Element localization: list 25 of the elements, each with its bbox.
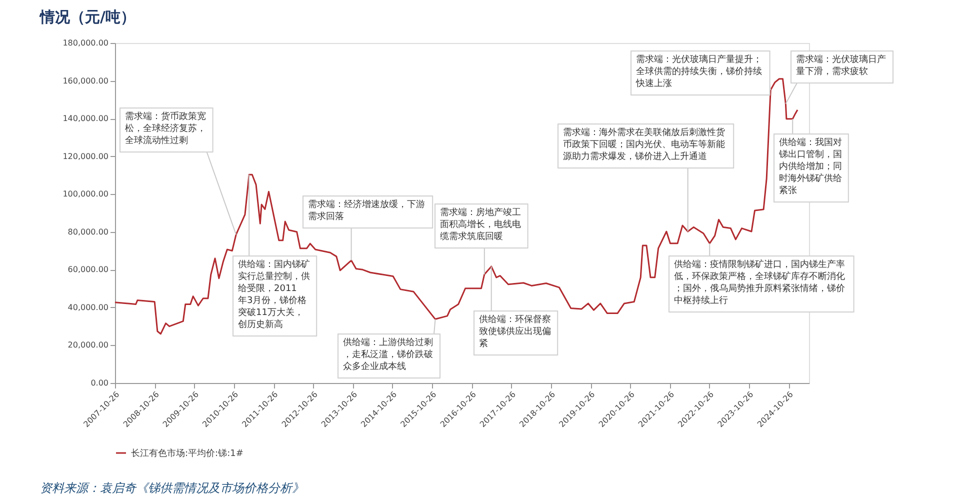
chart-title: 情况（元/吨） bbox=[39, 8, 136, 26]
line-series bbox=[114, 78, 798, 335]
annotation: 需求端：光伏玻璃日产量下滑，需求疲软 bbox=[796, 54, 886, 77]
annotation: 供给端：国内锑矿实行总量控制，供给受限，2011年3月份，锑价格突破11万大关，创历史新高 bbox=[238, 259, 310, 330]
annotation: 需求端：房地产竣工面积高增长，电线电缆需求筑底回暖 bbox=[440, 207, 521, 242]
y-tick-label: 20,000.00 bbox=[68, 340, 108, 350]
y-tick-label: 80,000.00 bbox=[68, 227, 108, 236]
y-tick-label: 120,000.00 bbox=[62, 152, 108, 161]
y-tick-label: 100,000.00 bbox=[62, 190, 108, 199]
y-tick-label: 60,000.00 bbox=[68, 265, 108, 274]
annotation: 需求端：海外需求在美联储放后刺激性货币政策下回暖；国内光伏、电动车等新能源助力需求爆发，锑价进入上升通道 bbox=[563, 127, 725, 162]
y-tick-label: 180,000.00 bbox=[62, 38, 108, 48]
text: 资料来源：袁启奇《锑供需情况及市场价格分析》 bbox=[40, 481, 304, 495]
y-tick-label: 40,000.00 bbox=[68, 302, 108, 312]
annotation: 供给端：我国对锑出口管制，国内供给增加；同时海外锑矿供给紧张 bbox=[778, 137, 842, 196]
annotation: 需求端：经济增速放缓，下游需求回落 bbox=[308, 199, 425, 222]
y-tick-label: 0.00 bbox=[90, 378, 108, 388]
annotation: 供给端：环保督察致使锑供应出现偏紧 bbox=[479, 314, 551, 349]
legend-label: 长江有色市场:平均价:锑:1# bbox=[131, 448, 244, 459]
annotation: 供给端：疫情限制锑矿进口，国内锑生产率低，环保政策严格，全球锑矿库存不断消化；国外，俄乌局势推升原料紧张情绪，锑价中枢持续上行 bbox=[674, 259, 845, 306]
annotation: 供给端：上游供给过剩，走私泛滥，锑价跌破众多企业成本线 bbox=[343, 337, 433, 372]
y-tick-label: 140,000.00 bbox=[62, 114, 108, 124]
annotation: 需求端：货币政策宽松，全球经济复苏，全球流动性过剩 bbox=[125, 111, 206, 146]
annotation: 需求端：光伏玻璃日产量提升；全球供需的持续失衡，锑价持续快速上涨 bbox=[635, 54, 762, 89]
y-tick-label: 160,000.00 bbox=[62, 76, 108, 86]
